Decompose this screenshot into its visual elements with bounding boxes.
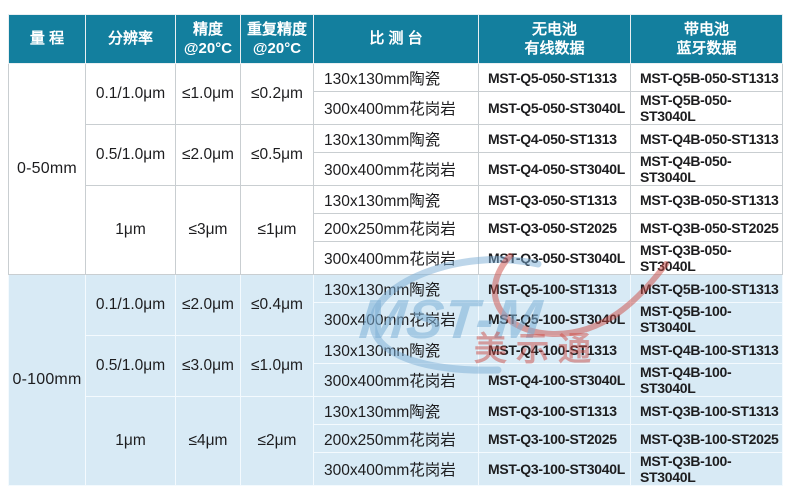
platform-cell: 300x400mm花岗岩 — [313, 91, 479, 125]
accuracy-cell: ≤2.0μm — [175, 274, 241, 336]
resolution-cell: 0.5/1.0μm — [85, 335, 176, 397]
platform-cell: 200x250mm花岗岩 — [313, 213, 479, 242]
header-row: 量 程 分辨率 精度 @20°C 重复精度 @20°C 比 测 台 无电池 有线… — [8, 14, 783, 64]
bluetooth-model-cell: MST-Q5B-100-ST3040L — [630, 302, 783, 336]
bluetooth-model-cell: MST-Q4B-100-ST3040L — [630, 363, 783, 397]
bluetooth-model-cell: MST-Q3B-050-ST3040L — [630, 241, 783, 275]
wired-model-cell: MST-Q5-050-ST1313 — [478, 63, 631, 92]
table-row: 300x400mm花岗岩 MST-Q5-050-ST3040L MST-Q5B-05… — [9, 91, 783, 125]
platform-cell: 300x400mm花岗岩 — [313, 241, 479, 275]
wired-model-cell: MST-Q4-100-ST3040L — [478, 363, 631, 397]
repeatability-cell: ≤0.4μm — [240, 274, 314, 336]
resolution-cell: 0.1/1.0μm — [85, 274, 176, 336]
platform-cell: 300x400mm花岗岩 — [313, 152, 479, 186]
bluetooth-model-cell: MST-Q3B-050-ST1313 — [630, 185, 783, 214]
bluetooth-model-cell: MST-Q5B-050-ST1313 — [630, 63, 783, 92]
accuracy-cell: ≤4μm — [175, 396, 241, 486]
col-header-wired: 无电池 有线数据 — [478, 14, 631, 64]
table-row: 0.5/1.0μm ≤3.0μm ≤1.0μm 130x130mm陶瓷 MST-Q4-1… — [9, 335, 783, 397]
bluetooth-model-cell: MST-Q4B-100-ST1313 — [630, 335, 783, 364]
col-header-platform: 比 测 台 — [313, 14, 479, 64]
table-row: 200x250mm花岗岩 MST-Q3-100-ST2025 MST-Q3B-100… — [9, 424, 783, 453]
table-row: 1μm ≤3μm ≤1μm 130x130mm陶瓷 MST-Q3-050-ST1313 M… — [9, 185, 783, 275]
table-row: 0-50mm 0.1/1.0μm ≤1.0μm ≤0.2μm 130x130mm陶瓷 MS… — [8, 63, 783, 275]
wired-model-cell: MST-Q3-050-ST1313 — [478, 185, 631, 214]
bluetooth-model-cell: MST-Q5B-100-ST1313 — [630, 274, 783, 303]
platform-cell: 300x400mm花岗岩 — [313, 302, 479, 336]
accuracy-cell: ≤2.0μm — [175, 124, 241, 186]
platform-cell: 130x130mm陶瓷 — [313, 274, 479, 303]
wired-model-cell: MST-Q3-100-ST1313 — [478, 396, 631, 425]
platform-cell: 130x130mm陶瓷 — [313, 335, 479, 364]
bluetooth-model-cell: MST-Q3B-100-ST3040L — [630, 452, 783, 486]
range-cell: 0-100mm — [8, 274, 86, 486]
accuracy-cell: ≤3.0μm — [175, 335, 241, 397]
wired-model-cell: MST-Q4-050-ST3040L — [478, 152, 631, 186]
wired-model-cell: MST-Q3-050-ST2025 — [478, 213, 631, 242]
bluetooth-model-cell: MST-Q3B-100-ST2025 — [630, 424, 783, 453]
resolution-cell: 0.5/1.0μm — [85, 124, 176, 186]
resolution-cell: 0.1/1.0μm — [85, 63, 176, 125]
repeatability-cell: ≤1μm — [240, 185, 314, 275]
wired-model-cell: MST-Q3-100-ST2025 — [478, 424, 631, 453]
platform-cell: 130x130mm陶瓷 — [313, 396, 479, 425]
wired-model-cell: MST-Q5-050-ST3040L — [478, 91, 631, 125]
platform-cell: 130x130mm陶瓷 — [313, 124, 479, 153]
wired-model-cell: MST-Q4-100-ST1313 — [478, 335, 631, 364]
page: { "header": { "range": "量 程", "resolutio… — [8, 14, 783, 486]
col-header-resolution: 分辨率 — [85, 14, 176, 64]
resolution-cell: 1μm — [85, 396, 176, 486]
bluetooth-model-cell: MST-Q3B-100-ST1313 — [630, 396, 783, 425]
table-row: 1μm ≤4μm ≤2μm 130x130mm陶瓷 MST-Q3-100-ST1313 M… — [9, 396, 783, 486]
platform-cell: 200x250mm花岗岩 — [313, 424, 479, 453]
wired-model-cell: MST-Q4-050-ST1313 — [478, 124, 631, 153]
platform-cell: 130x130mm陶瓷 — [313, 63, 479, 92]
table-row: 0.5/1.0μm ≤2.0μm ≤0.5μm 130x130mm陶瓷 MST-Q4-0… — [9, 124, 783, 186]
bluetooth-model-cell: MST-Q4B-050-ST1313 — [630, 124, 783, 153]
spec-table: 量 程 分辨率 精度 @20°C 重复精度 @20°C 比 测 台 无电池 有线… — [8, 14, 783, 486]
platform-cell: 300x400mm花岗岩 — [313, 363, 479, 397]
platform-cell: 300x400mm花岗岩 — [313, 452, 479, 486]
repeatability-cell: ≤0.5μm — [240, 124, 314, 186]
wired-model-cell: MST-Q5-100-ST3040L — [478, 302, 631, 336]
bluetooth-model-cell: MST-Q4B-050-ST3040L — [630, 152, 783, 186]
repeatability-cell: ≤0.2μm — [240, 63, 314, 125]
platform-cell: 130x130mm陶瓷 — [313, 185, 479, 214]
wired-model-cell: MST-Q3-050-ST3040L — [478, 241, 631, 275]
col-header-bluetooth: 带电池 蓝牙数据 — [630, 14, 783, 64]
col-header-repeatability: 重复精度 @20°C — [240, 14, 314, 64]
accuracy-cell: ≤3μm — [175, 185, 241, 275]
bluetooth-model-cell: MST-Q3B-050-ST2025 — [630, 213, 783, 242]
table-row: 0-100mm 0.1/1.0μm ≤2.0μm ≤0.4μm 130x130mm陶瓷 M… — [8, 274, 783, 486]
col-header-accuracy: 精度 @20°C — [175, 14, 241, 64]
bluetooth-model-cell: MST-Q5B-050-ST3040L — [630, 91, 783, 125]
wired-model-cell: MST-Q3-100-ST3040L — [478, 452, 631, 486]
col-header-range: 量 程 — [8, 14, 86, 64]
repeatability-cell: ≤2μm — [240, 396, 314, 486]
accuracy-cell: ≤1.0μm — [175, 63, 241, 125]
range-cell: 0-50mm — [8, 63, 86, 275]
repeatability-cell: ≤1.0μm — [240, 335, 314, 397]
resolution-cell: 1μm — [85, 185, 176, 275]
wired-model-cell: MST-Q5-100-ST1313 — [478, 274, 631, 303]
